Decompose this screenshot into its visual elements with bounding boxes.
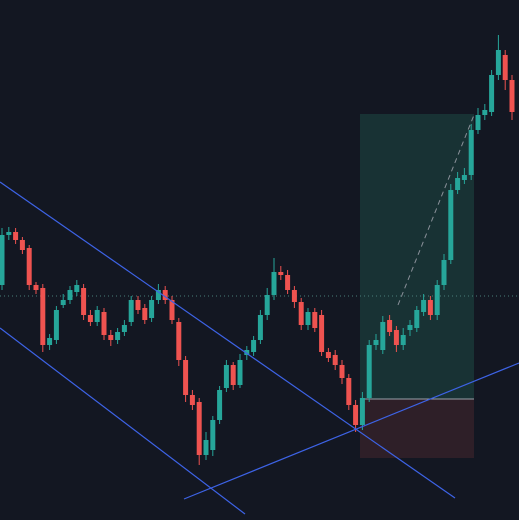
candle-body [0,235,5,285]
candle-body [359,398,365,425]
candle-body [94,310,100,322]
candle-body [13,232,19,240]
candle-body [67,290,73,300]
candle-body [461,175,467,180]
candle-body [509,80,515,112]
candle-body [101,312,107,335]
candle-body [427,300,433,315]
candle-body [19,240,25,250]
candle-body [441,260,447,285]
candle-body [380,322,386,350]
candle-body [468,130,474,175]
candle-body [393,330,399,345]
candle-body [244,350,250,355]
candle-body [251,340,257,352]
candle-body [108,335,114,340]
candle-body [502,55,508,80]
long-position-loss-zone [360,399,474,458]
candle-body [142,308,148,320]
candle-body [237,360,243,385]
trend-line-lower [0,327,246,515]
candle-body [414,310,420,328]
candle-body [257,315,263,340]
candle-body [305,312,311,325]
candle-body [189,395,195,405]
candle-body [169,300,175,320]
candle-body [264,295,270,315]
candle-body [135,300,141,310]
candle-body [47,338,53,345]
candle-body [121,325,127,332]
candle-body [407,325,413,330]
candle-body [285,275,291,290]
candle-body [482,110,488,115]
candle-body [81,288,87,315]
candle-body [448,190,454,260]
candle-body [87,315,93,322]
long-position-profit-zone [360,114,474,399]
candle-body [434,285,440,315]
candle-body [155,290,161,300]
candle-body [421,300,427,312]
candle-body [176,322,182,360]
candle-body [312,312,318,328]
trend-line-upper [0,181,456,499]
candle-body [53,310,59,340]
candle-body [339,365,345,378]
candle-body [26,248,32,285]
candle-body [278,272,284,275]
candle-body [271,272,277,295]
candle-body [162,290,168,300]
candle-body [6,232,12,235]
candle-body [475,115,481,130]
candle-body [223,365,229,388]
candles [0,35,515,465]
candle-body [319,315,325,352]
candle-body [332,355,338,365]
candle-body [353,405,359,425]
candle-body [325,352,331,358]
candle-body [115,332,121,340]
candle-body [183,360,189,395]
candle-body [149,300,155,318]
candle-body [346,378,352,405]
candle-body [74,285,80,292]
support-line [183,362,519,500]
candle-body [298,302,304,325]
candle-body [373,340,379,345]
candle-body [210,420,216,450]
candle-body [40,288,46,345]
candle-body [489,75,495,112]
candle-body [60,300,66,305]
candle-body [387,320,393,332]
candle-body [128,300,134,322]
candle-body [495,50,501,75]
candle-body [33,285,39,290]
candle-body [230,365,236,385]
candle-body [217,390,223,420]
candle-body [400,335,406,345]
candle-body [196,402,202,455]
projection-line [397,114,475,306]
candle-body [203,440,209,455]
candle-body [366,345,372,398]
candle-body [291,290,297,302]
candle-body [455,178,461,190]
